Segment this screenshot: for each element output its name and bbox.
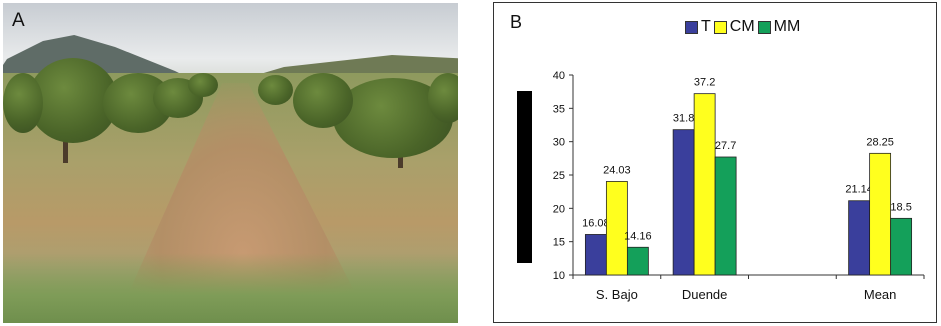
bar-t xyxy=(848,200,871,276)
data-label: 14.16 xyxy=(624,230,652,242)
data-label: 31.8 xyxy=(673,113,694,125)
legend-item-mm: MM xyxy=(757,18,801,36)
legend-item-cm: CM xyxy=(713,18,755,36)
chart-legend: T CM MM xyxy=(685,18,803,36)
data-label: 28.25 xyxy=(866,136,894,148)
olive-tree xyxy=(188,73,218,97)
y-tick-label: 20 xyxy=(553,203,565,215)
y-tick-label: 15 xyxy=(553,237,565,249)
legend-swatch-cm xyxy=(713,20,727,34)
bar-cm xyxy=(693,93,716,276)
legend-swatch-t xyxy=(685,20,698,34)
olive-tree xyxy=(258,75,293,105)
bar-mm xyxy=(714,156,737,276)
y-axis-label-redaction xyxy=(517,91,532,263)
y-tick-label: 25 xyxy=(553,170,565,182)
olive-tree xyxy=(3,73,43,133)
legend-label-mm: MM xyxy=(773,18,801,35)
data-label: 16.08 xyxy=(582,217,610,229)
bar-mm xyxy=(890,217,913,276)
chart-panel: B T CM MM 10 15 20 25 30 35 40 16.08 24.03 14.16 S… xyxy=(493,2,937,323)
data-label: 24.03 xyxy=(603,164,631,176)
olive-tree xyxy=(428,73,458,123)
legend-label-t: T xyxy=(701,18,711,35)
bar-cm xyxy=(869,152,892,276)
panel-a-label: A xyxy=(12,10,25,31)
data-label: 27.7 xyxy=(715,140,736,152)
olive-tree xyxy=(293,73,353,128)
bar-cm xyxy=(605,181,628,276)
legend-swatch-mm xyxy=(757,20,771,34)
x-category-label: Mean xyxy=(864,287,897,302)
photo-olive-grove: A xyxy=(3,3,458,323)
grass-foreground xyxy=(3,253,458,323)
tree-trunk xyxy=(63,123,68,163)
bar-mm xyxy=(626,246,649,276)
y-tick-label: 35 xyxy=(553,103,565,115)
data-label: 21.14 xyxy=(845,184,873,196)
x-category-label: S. Bajo xyxy=(596,287,638,302)
legend-item-t: T xyxy=(685,18,711,36)
data-label: 37.2 xyxy=(694,77,715,89)
x-category-label: Duende xyxy=(682,287,728,302)
legend-label-cm: CM xyxy=(729,18,755,35)
y-tick-label: 40 xyxy=(553,70,565,82)
bar-t xyxy=(672,129,695,276)
bar-chart: 10 15 20 25 30 35 40 16.08 24.03 14.16 S. Bajo 31.8… xyxy=(553,70,925,302)
panel-b-label: B xyxy=(510,12,523,32)
y-tick-label: 30 xyxy=(553,137,565,149)
data-label: 18.5 xyxy=(890,201,911,213)
bar-t xyxy=(584,234,607,276)
y-tick-label: 10 xyxy=(553,270,565,282)
